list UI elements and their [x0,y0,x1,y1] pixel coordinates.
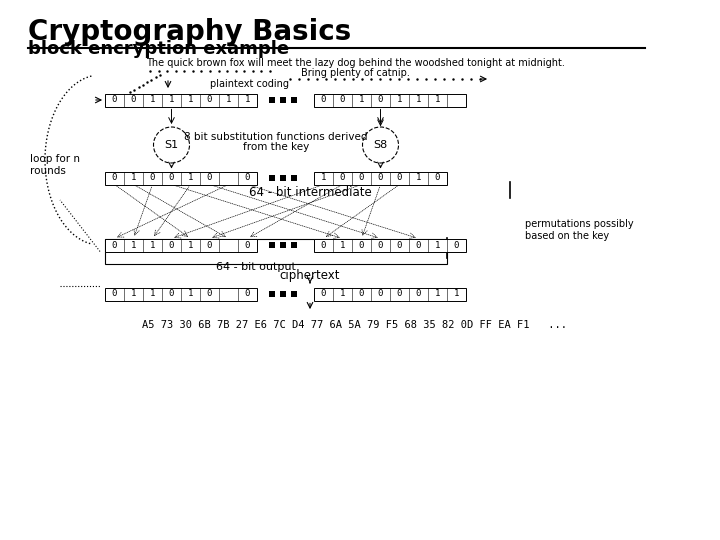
Text: 0: 0 [245,289,250,299]
Text: S8: S8 [374,140,387,150]
Text: 0: 0 [150,173,156,183]
Text: 64 - bit output: 64 - bit output [216,262,296,272]
Bar [269,175,275,181]
Text: 0: 0 [397,289,402,299]
Text: 0: 0 [359,289,364,299]
Text: 0: 0 [168,289,174,299]
Text: 0: 0 [454,240,459,249]
Bar [291,291,297,297]
Text: from the key: from the key [243,142,309,152]
Text: 1: 1 [188,240,193,249]
Text: 0: 0 [112,289,117,299]
Text: 1: 1 [416,173,421,183]
Text: 0: 0 [435,173,440,183]
Text: 1: 1 [435,289,440,299]
Text: 0: 0 [207,289,212,299]
Text: 1: 1 [188,289,193,299]
Text: Bring plenty of catnip.: Bring plenty of catnip. [300,68,410,78]
Bar [105,239,447,264]
Text: 0: 0 [378,240,383,249]
Text: 1: 1 [435,240,440,249]
Text: 0: 0 [168,173,174,183]
Bar [280,175,286,181]
Text: A5 73 30 6B 7B 27 E6 7C D4 77 6A 5A 79 F5 68 35 82 0D FF EA F1   ...: A5 73 30 6B 7B 27 E6 7C D4 77 6A 5A 79 F… [143,320,567,330]
Text: 1: 1 [340,240,345,249]
Text: 0: 0 [207,173,212,183]
Text: 0: 0 [359,240,364,249]
Text: 1: 1 [188,96,193,105]
Bar [105,239,257,252]
Bar [269,291,275,297]
Text: 1: 1 [131,289,136,299]
Bar [269,242,275,248]
Bar [314,172,447,185]
Text: 0: 0 [168,240,174,249]
Text: 64 - bit intermediate: 64 - bit intermediate [248,186,372,199]
Text: Cryptography Basics: Cryptography Basics [28,18,351,46]
Bar [314,93,466,106]
Text: 0: 0 [397,173,402,183]
Text: 1: 1 [226,96,231,105]
Bar [280,97,286,103]
Text: 1: 1 [340,289,345,299]
Bar [269,97,275,103]
Text: 0: 0 [321,240,326,249]
Text: 1: 1 [150,289,156,299]
Bar [280,291,286,297]
Text: 0: 0 [340,96,345,105]
Text: 0: 0 [397,240,402,249]
Bar [105,287,257,300]
Bar [291,97,297,103]
Text: 0: 0 [207,96,212,105]
Bar [291,242,297,248]
Text: 0: 0 [207,240,212,249]
Text: permutations possibly
based on the key: permutations possibly based on the key [525,219,634,241]
Text: The quick brown fox will meet the lazy dog behind the woodshed tonight at midnig: The quick brown fox will meet the lazy d… [145,58,564,68]
Text: 1: 1 [321,173,326,183]
Text: 1: 1 [397,96,402,105]
Text: plaintext coding: plaintext coding [210,79,289,89]
Text: 0: 0 [340,173,345,183]
Bar [291,175,297,181]
Text: 1: 1 [454,289,459,299]
Text: 0: 0 [321,96,326,105]
Bar [105,172,257,185]
Text: block encryption example: block encryption example [28,40,289,58]
Text: 1: 1 [131,173,136,183]
Text: 1: 1 [131,240,136,249]
Text: 1: 1 [150,96,156,105]
Text: 0: 0 [112,240,117,249]
Text: 1: 1 [435,96,440,105]
Text: loop for n
rounds: loop for n rounds [30,154,80,176]
Text: 0: 0 [378,173,383,183]
Text: 0: 0 [321,289,326,299]
Text: 1: 1 [245,96,250,105]
Text: 0: 0 [112,96,117,105]
Text: ciphertext: ciphertext [280,269,341,282]
Text: 1: 1 [188,173,193,183]
Text: 0: 0 [131,96,136,105]
Text: 1: 1 [416,96,421,105]
Text: 8 bit substitution functions derived: 8 bit substitution functions derived [184,132,368,142]
Text: 0: 0 [112,173,117,183]
Text: S1: S1 [164,140,179,150]
Text: 0: 0 [416,240,421,249]
Text: 0: 0 [245,240,250,249]
Text: 1: 1 [168,96,174,105]
Bar [314,287,466,300]
Text: 0: 0 [245,173,250,183]
Text: 0: 0 [359,173,364,183]
Bar [314,239,466,252]
Text: 0: 0 [378,289,383,299]
Bar [105,93,257,106]
Text: 0: 0 [416,289,421,299]
Bar [280,242,286,248]
Text: 1: 1 [359,96,364,105]
Text: 0: 0 [378,96,383,105]
Text: 1: 1 [150,240,156,249]
